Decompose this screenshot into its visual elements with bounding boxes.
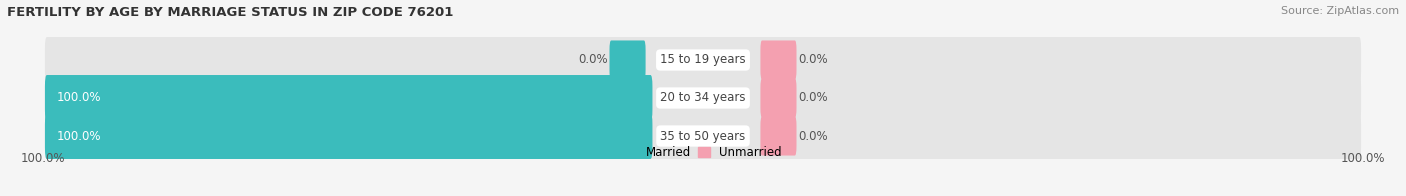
Text: 0.0%: 0.0%	[578, 54, 607, 66]
Text: 0.0%: 0.0%	[799, 130, 828, 142]
Text: 20 to 34 years: 20 to 34 years	[661, 92, 745, 104]
FancyBboxPatch shape	[761, 116, 797, 156]
FancyBboxPatch shape	[45, 113, 652, 159]
FancyBboxPatch shape	[45, 37, 1361, 83]
FancyBboxPatch shape	[761, 78, 797, 118]
Text: 100.0%: 100.0%	[21, 152, 65, 165]
Text: 100.0%: 100.0%	[1341, 152, 1385, 165]
Text: 35 to 50 years: 35 to 50 years	[661, 130, 745, 142]
FancyBboxPatch shape	[609, 40, 645, 80]
FancyBboxPatch shape	[45, 75, 652, 121]
Text: 0.0%: 0.0%	[799, 92, 828, 104]
Text: FERTILITY BY AGE BY MARRIAGE STATUS IN ZIP CODE 76201: FERTILITY BY AGE BY MARRIAGE STATUS IN Z…	[7, 6, 453, 19]
Text: 100.0%: 100.0%	[56, 130, 101, 142]
Text: 15 to 19 years: 15 to 19 years	[661, 54, 745, 66]
Text: Source: ZipAtlas.com: Source: ZipAtlas.com	[1281, 6, 1399, 16]
FancyBboxPatch shape	[45, 75, 1361, 121]
Text: 0.0%: 0.0%	[799, 54, 828, 66]
Text: 100.0%: 100.0%	[56, 92, 101, 104]
FancyBboxPatch shape	[761, 40, 797, 80]
FancyBboxPatch shape	[45, 113, 1361, 159]
Legend: Married, Unmarried: Married, Unmarried	[621, 143, 785, 161]
